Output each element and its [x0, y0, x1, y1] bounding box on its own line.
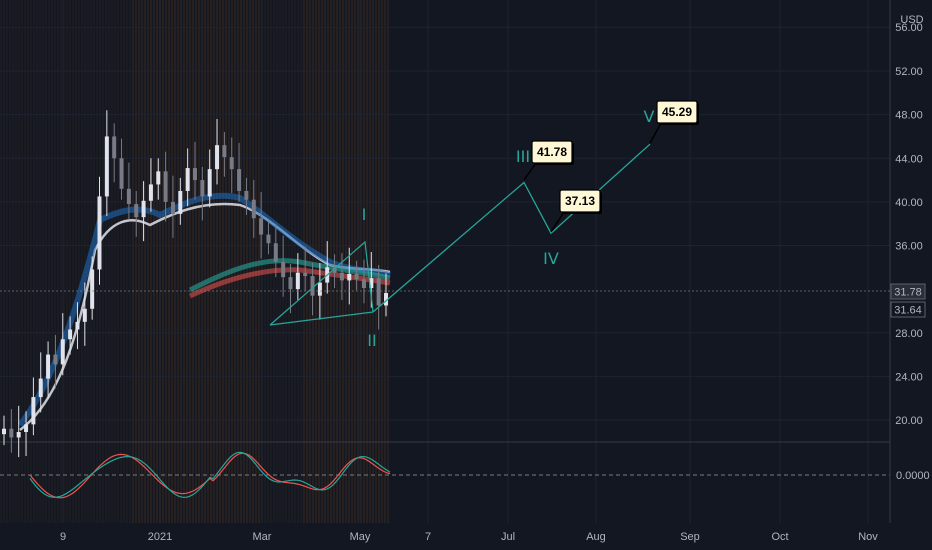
- price-tick: 36.00: [895, 241, 923, 253]
- candle: [53, 334, 58, 389]
- ma-teal: [188, 258, 391, 293]
- wave-label-IV: IV: [543, 249, 559, 268]
- price-tick-partial: 56.00: [895, 22, 923, 34]
- candle: [24, 411, 29, 456]
- candle: [288, 264, 293, 314]
- candle: [156, 158, 161, 200]
- candle: [46, 341, 51, 399]
- candle: [148, 158, 153, 212]
- time-tick: Sep: [680, 531, 700, 543]
- time-tick: Nov: [858, 531, 878, 543]
- candle: [119, 138, 124, 200]
- candle: [215, 118, 220, 185]
- candle: [141, 181, 146, 242]
- svg-text:31.78: 31.78: [894, 287, 922, 299]
- candle: [281, 235, 286, 297]
- candle: [97, 176, 102, 285]
- time-tick: Mar: [253, 531, 272, 543]
- candle: [376, 265, 381, 330]
- candle: [90, 256, 95, 320]
- time-tick: Oct: [771, 531, 788, 543]
- candle: [112, 123, 117, 183]
- last-price-badge: 31.78: [890, 283, 926, 300]
- wave-label-V: V: [644, 107, 655, 126]
- candle: [251, 180, 256, 238]
- price-tick: 40.00: [895, 197, 923, 209]
- ma-red: [188, 267, 391, 299]
- price-callout[interactable]: 41.78: [523, 140, 574, 181]
- candle: [332, 254, 337, 289]
- candle: [68, 316, 73, 355]
- price-tick: 44.00: [895, 153, 923, 165]
- currency-label: USD: [900, 14, 923, 26]
- candle: [229, 137, 234, 194]
- candle: [60, 313, 65, 376]
- price-tick: 28.00: [895, 328, 923, 340]
- time-tick: May: [350, 531, 371, 543]
- candle: [200, 166, 205, 221]
- candle: [244, 177, 249, 215]
- candle: [207, 149, 212, 208]
- time-tick: 7: [425, 531, 431, 543]
- candle: [295, 253, 300, 301]
- candle: [193, 141, 197, 200]
- candle: [303, 246, 308, 292]
- candle: [339, 253, 344, 301]
- wave-label-III: III: [516, 147, 530, 166]
- oscillator-macd-line: [29, 451, 391, 498]
- svg-text:37.13: 37.13: [565, 194, 595, 208]
- candle: [38, 352, 43, 413]
- candle: [310, 262, 315, 316]
- wave-label-I: I: [362, 205, 367, 224]
- time-tick: 9: [60, 531, 66, 543]
- candle: [347, 247, 352, 305]
- candle: [361, 259, 366, 304]
- candle: [126, 162, 131, 220]
- svg-text:45.29: 45.29: [662, 105, 692, 119]
- candle: [104, 110, 109, 217]
- candle: [134, 190, 139, 237]
- svg-text:41.78: 41.78: [537, 145, 567, 159]
- candle: [31, 377, 36, 436]
- price-tick: 24.00: [895, 371, 923, 383]
- candle: [178, 177, 183, 225]
- time-tick: Jul: [501, 531, 515, 543]
- candle: [75, 302, 80, 350]
- candle: [222, 132, 227, 177]
- candle: [354, 260, 359, 291]
- candle: [237, 142, 242, 202]
- candle: [82, 282, 87, 346]
- price-callout[interactable]: 45.29: [649, 100, 699, 144]
- candle: [16, 405, 21, 458]
- price-tick: 48.00: [895, 110, 923, 122]
- candle: [317, 262, 322, 320]
- time-tick: 2021: [148, 531, 172, 543]
- candle: [163, 151, 168, 222]
- candle: [384, 273, 388, 317]
- prev-price-badge: 31.64: [890, 301, 926, 318]
- candle: [2, 415, 6, 446]
- price-tick: 52.00: [895, 66, 923, 78]
- oscillator-signal-line: [29, 452, 391, 499]
- time-tick: Aug: [586, 531, 606, 543]
- candle: [266, 221, 271, 255]
- price-tick: 20.00: [895, 415, 923, 427]
- svg-text:31.64: 31.64: [894, 305, 922, 317]
- price-callout[interactable]: 37.13: [550, 189, 602, 233]
- candle: [259, 192, 264, 259]
- candle: [9, 409, 14, 453]
- candle: [273, 223, 278, 278]
- candle: [185, 148, 190, 207]
- oscillator-zero-tick: 0.0000: [896, 470, 930, 482]
- ma-blue: [17, 192, 391, 427]
- wave-label-II: II: [367, 331, 376, 350]
- candle: [170, 175, 175, 238]
